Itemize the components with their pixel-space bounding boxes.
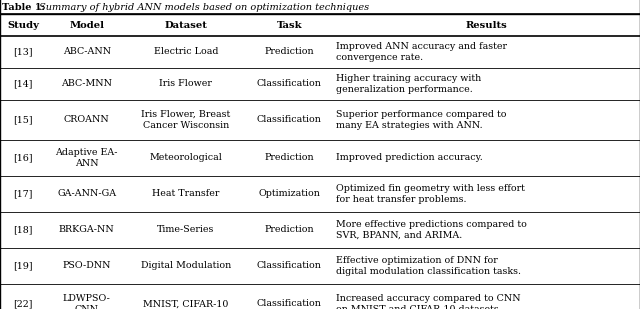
Text: Meteorological: Meteorological [150, 154, 222, 163]
Text: [19]: [19] [13, 261, 33, 270]
Text: [13]: [13] [13, 48, 33, 57]
Text: [22]: [22] [13, 299, 33, 308]
Text: Study: Study [8, 20, 39, 29]
Text: Effective optimization of DNN for
digital modulation classification tasks.: Effective optimization of DNN for digita… [337, 256, 522, 276]
Text: Prediction: Prediction [264, 154, 314, 163]
Text: Classification: Classification [257, 116, 322, 125]
Text: Classification: Classification [257, 79, 322, 88]
Text: [16]: [16] [13, 154, 33, 163]
Text: Results: Results [466, 20, 508, 29]
Text: Improved ANN accuracy and faster
convergence rate.: Improved ANN accuracy and faster converg… [337, 42, 508, 62]
Text: Increased accuracy compared to CNN
on MNIST and CIFAR-10 datasets.: Increased accuracy compared to CNN on MN… [337, 294, 521, 309]
Text: Classification: Classification [257, 261, 322, 270]
Text: GA-ANN-GA: GA-ANN-GA [57, 189, 116, 198]
Text: Table 1:: Table 1: [2, 2, 45, 11]
Text: Summary of hybrid ANN models based on optimization techniques: Summary of hybrid ANN models based on op… [36, 2, 369, 11]
Text: Prediction: Prediction [264, 226, 314, 235]
Text: CROANN: CROANN [64, 116, 109, 125]
Text: ABC-ANN: ABC-ANN [63, 48, 111, 57]
Text: Classification: Classification [257, 299, 322, 308]
Text: Higher training accuracy with
generalization performance.: Higher training accuracy with generaliza… [337, 74, 482, 94]
Text: Iris Flower: Iris Flower [159, 79, 212, 88]
Text: Digital Modulation: Digital Modulation [141, 261, 231, 270]
Text: [18]: [18] [13, 226, 33, 235]
Text: [14]: [14] [13, 79, 33, 88]
Text: Superior performance compared to
many EA strategies with ANN.: Superior performance compared to many EA… [337, 110, 507, 130]
Text: Adaptive EA-
ANN: Adaptive EA- ANN [56, 148, 118, 168]
Text: Optimization: Optimization [259, 189, 320, 198]
Text: Optimized fin geometry with less effort
for heat transfer problems.: Optimized fin geometry with less effort … [337, 184, 525, 204]
Text: More effective predictions compared to
SVR, BPANN, and ARIMA.: More effective predictions compared to S… [337, 220, 527, 240]
Text: Electric Load: Electric Load [154, 48, 218, 57]
Text: Prediction: Prediction [264, 48, 314, 57]
Text: MNIST, CIFAR-10: MNIST, CIFAR-10 [143, 299, 228, 308]
Text: Task: Task [276, 20, 302, 29]
Text: PSO-DNN: PSO-DNN [63, 261, 111, 270]
Bar [0, 0, 640, 14]
Text: BRKGA-NN: BRKGA-NN [59, 226, 115, 235]
Text: [15]: [15] [13, 116, 33, 125]
Text: Improved prediction accuracy.: Improved prediction accuracy. [337, 154, 483, 163]
Text: Iris Flower, Breast
Cancer Wisconsin: Iris Flower, Breast Cancer Wisconsin [141, 110, 230, 130]
Text: [17]: [17] [13, 189, 33, 198]
Text: Time-Series: Time-Series [157, 226, 214, 235]
Text: ABC-MNN: ABC-MNN [61, 79, 112, 88]
Text: Model: Model [69, 20, 104, 29]
Text: LDWPSO-
CNN: LDWPSO- CNN [63, 294, 111, 309]
Text: Heat Transfer: Heat Transfer [152, 189, 220, 198]
Text: Dataset: Dataset [164, 20, 207, 29]
